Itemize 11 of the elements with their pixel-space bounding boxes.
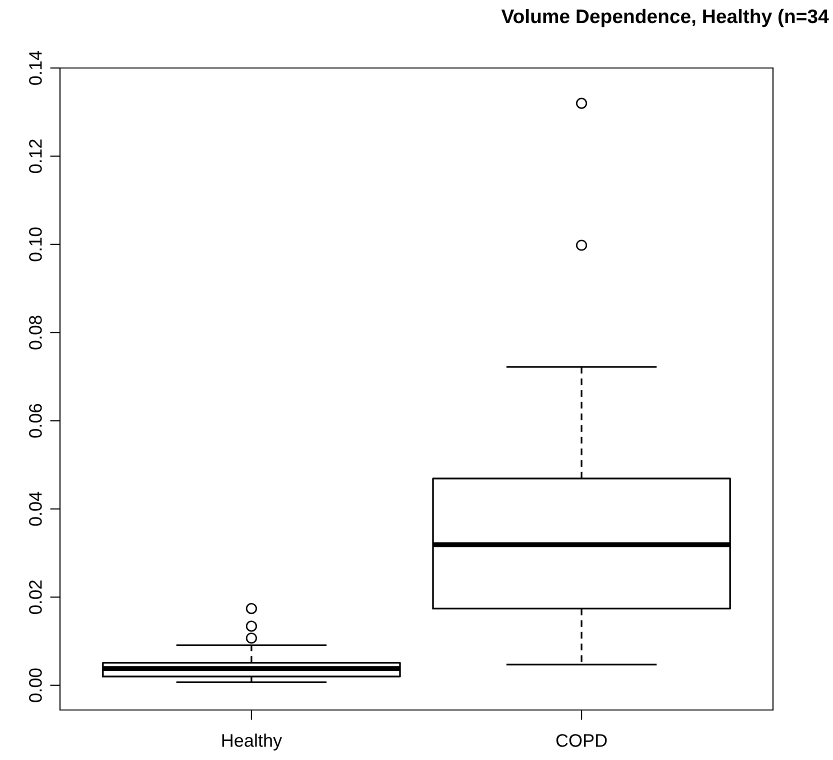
y-tick-label: 0.10: [29, 228, 42, 262]
x-tick-label: COPD: [556, 734, 607, 747]
y-tick-label: 0.12: [29, 140, 42, 174]
chart-title: Volume Dependence, Healthy (n=34: [501, 8, 829, 28]
y-tick-label: 0.14: [29, 50, 42, 85]
y-tick-label: 0.00: [29, 668, 42, 702]
y-tick-label: 0.04: [29, 492, 42, 526]
y-tick-label: 0.06: [29, 404, 42, 438]
x-tick-label: Healthy: [222, 734, 282, 750]
y-tick-label: 0.08: [29, 316, 42, 350]
y-tick-label: 0.02: [29, 580, 42, 614]
